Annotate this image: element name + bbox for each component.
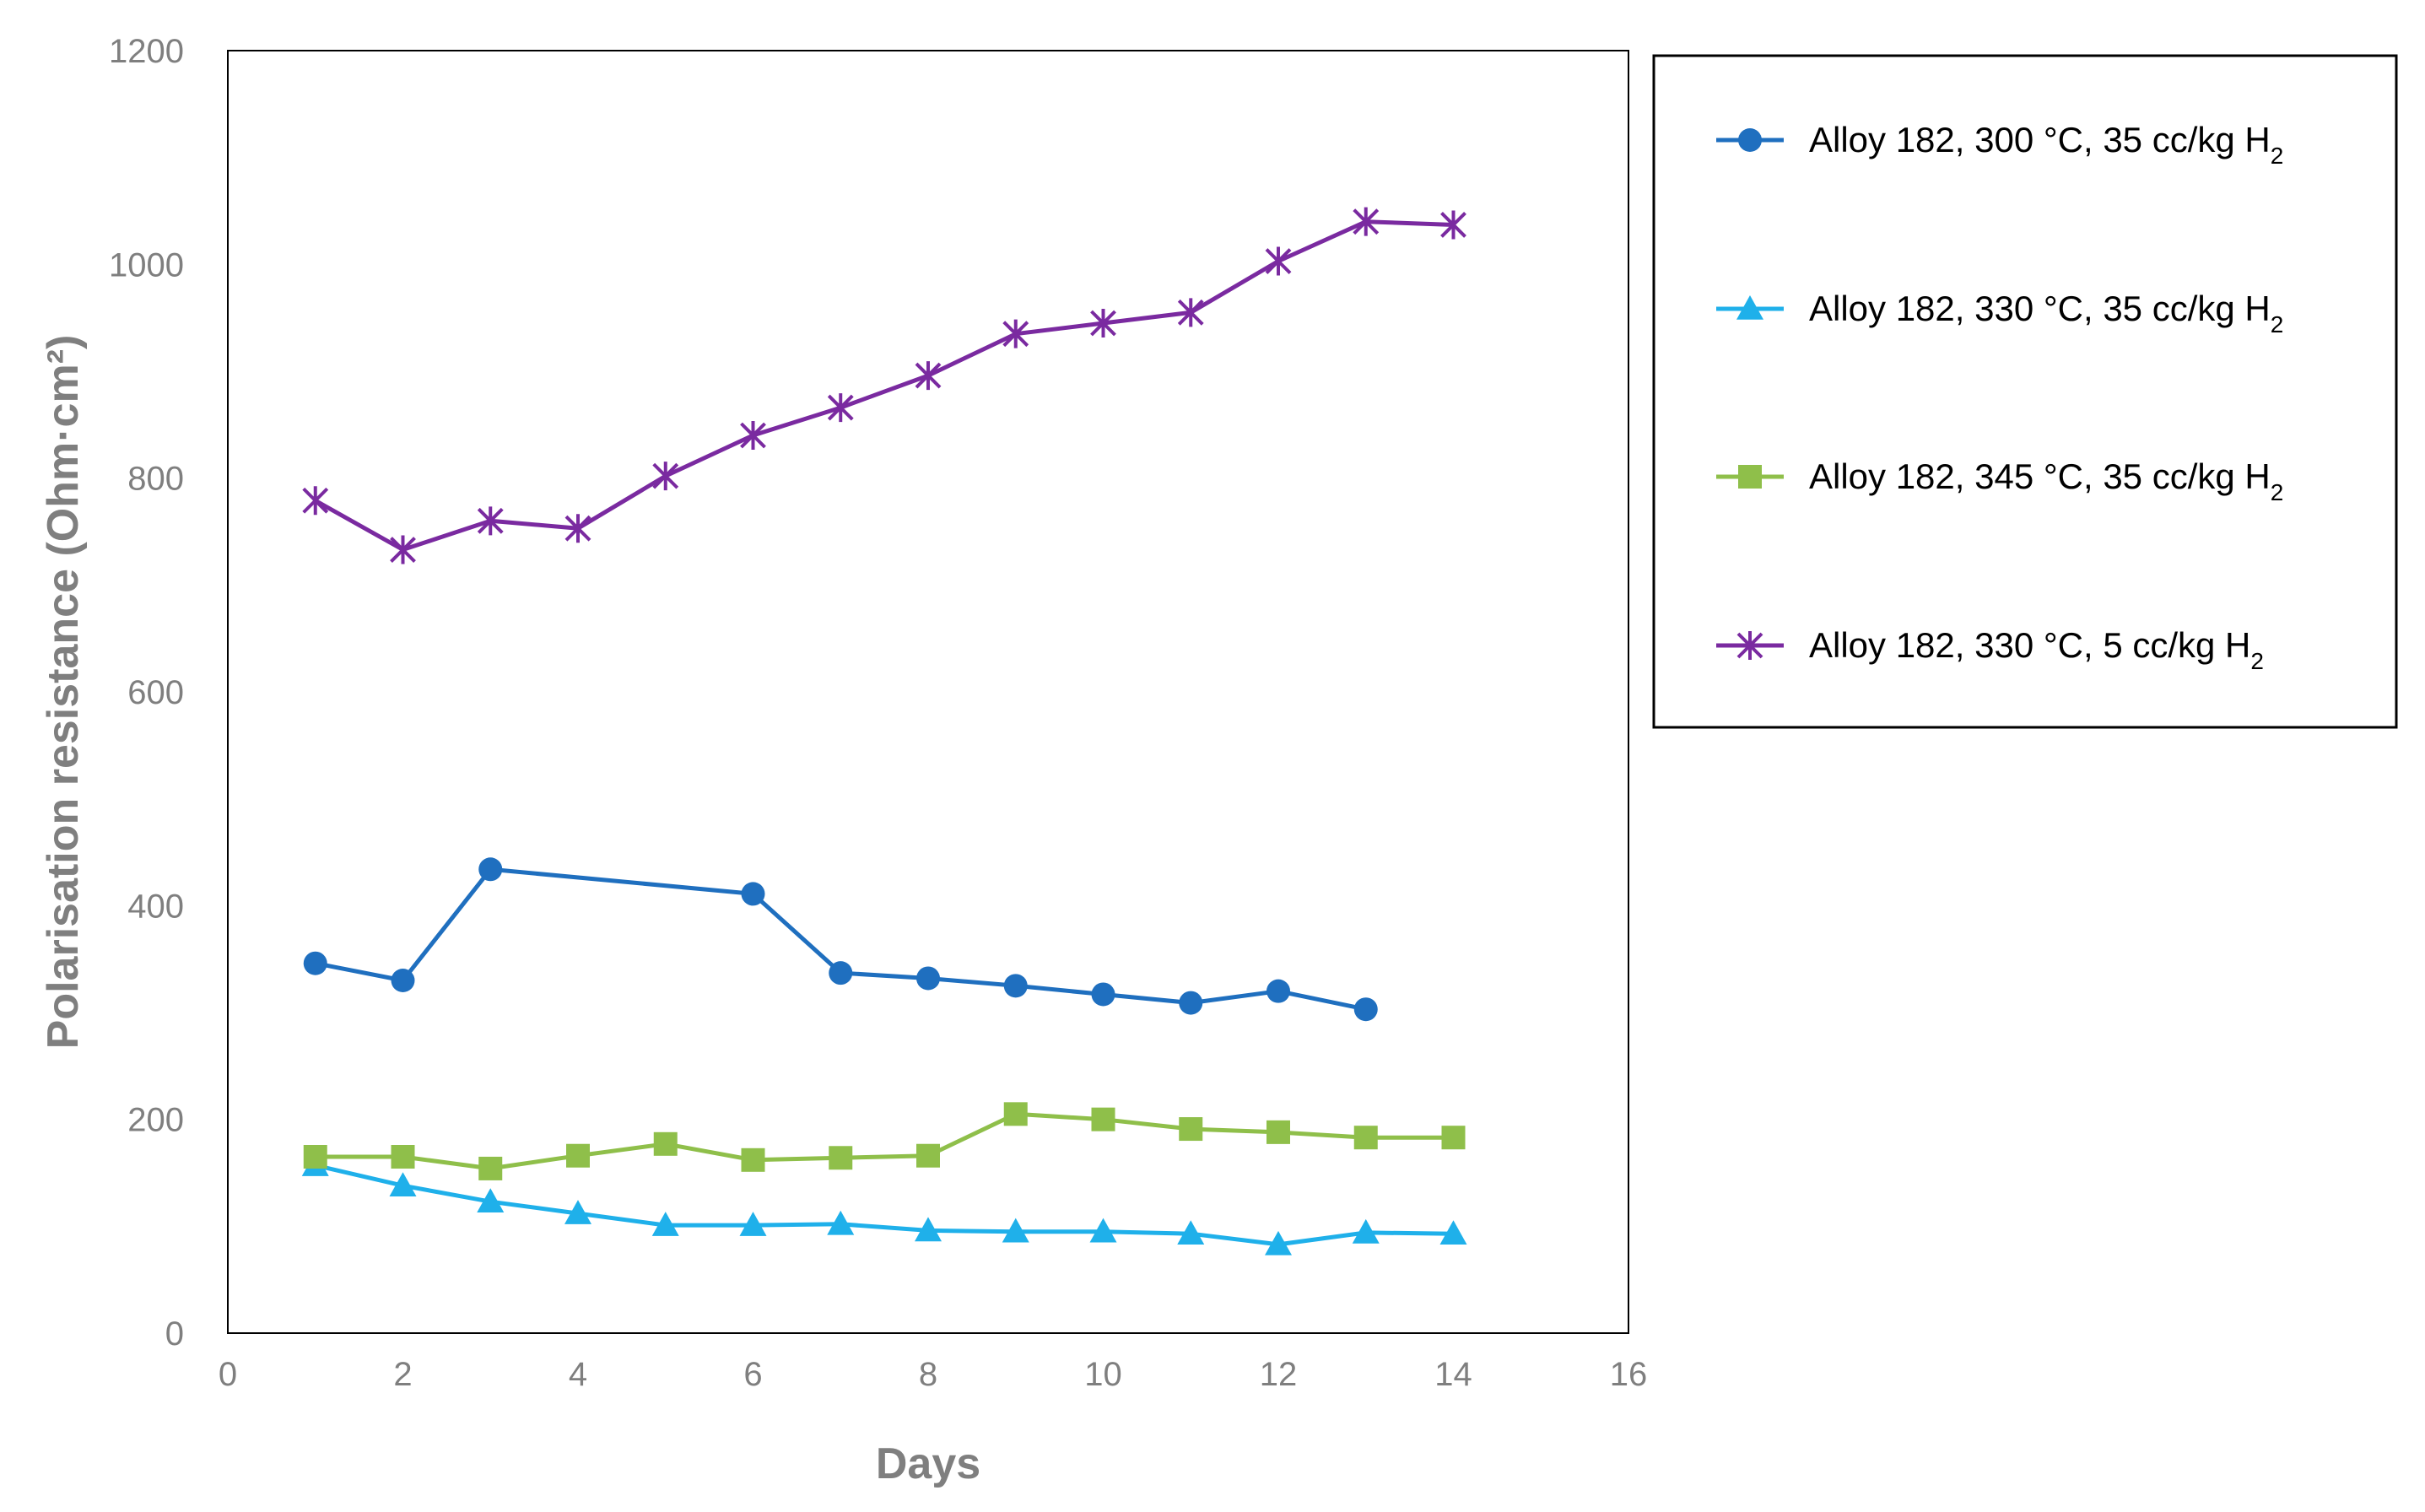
x-tick-label: 12 xyxy=(1260,1356,1298,1393)
series-line xyxy=(315,1163,1454,1247)
data-point xyxy=(915,1217,942,1242)
y-tick-label: 200 xyxy=(127,1102,184,1139)
data-point xyxy=(390,535,416,564)
series-line xyxy=(314,219,1454,552)
data-point xyxy=(1177,298,1204,327)
data-point xyxy=(1267,979,1290,1003)
data-point xyxy=(1091,1107,1115,1131)
data-point xyxy=(564,1200,591,1224)
x-tick-label: 2 xyxy=(393,1356,412,1393)
legend-item: Alloy 182, 300 °C, 35 cc/kg H2 xyxy=(1716,120,2283,169)
legend-label: Alloy 182, 330 °C, 5 cc/kg H2 xyxy=(1809,625,2264,674)
data-point xyxy=(741,1148,765,1172)
data-point xyxy=(827,1210,855,1235)
data-point xyxy=(1439,1220,1467,1245)
data-point xyxy=(1177,1220,1205,1245)
data-point xyxy=(1353,1126,1378,1150)
data-point xyxy=(389,1172,417,1196)
data-point xyxy=(478,1156,503,1180)
data-point xyxy=(829,1146,853,1170)
data-point xyxy=(477,1188,505,1212)
data-point xyxy=(653,1131,678,1156)
legend-label: Alloy 182, 330 °C, 35 cc/kg H2 xyxy=(1809,289,2283,338)
legend-box xyxy=(1652,54,2398,729)
plot-area xyxy=(227,50,1629,1334)
series-square xyxy=(303,1102,1466,1180)
x-tick-label: 14 xyxy=(1434,1356,1472,1393)
x-tick-label: 0 xyxy=(219,1356,237,1393)
legend-marker xyxy=(1738,465,1762,489)
data-point xyxy=(477,506,504,536)
data-point xyxy=(1002,319,1029,348)
data-point xyxy=(302,486,329,516)
data-point xyxy=(916,966,940,991)
data-point xyxy=(1265,1230,1292,1256)
legend-item: Alloy 182, 345 °C, 35 cc/kg H2 xyxy=(1716,456,2283,505)
data-point xyxy=(741,882,765,906)
data-point xyxy=(566,1143,590,1168)
data-point xyxy=(1265,246,1292,276)
x-axis-ticks: 0 2 4 6 8 10 12 14 16 xyxy=(219,1356,1647,1393)
x-axis-title: Days xyxy=(876,1439,980,1488)
data-point xyxy=(829,961,853,986)
data-point xyxy=(1440,210,1466,240)
data-point xyxy=(1003,1102,1028,1126)
data-point xyxy=(1179,991,1203,1015)
series-circle xyxy=(303,857,1378,1022)
data-point xyxy=(1089,1218,1117,1243)
y-tick-label: 1000 xyxy=(109,246,184,284)
y-axis-ticks: 0 200 400 600 800 1000 1200 xyxy=(109,33,184,1353)
data-point xyxy=(391,969,415,992)
data-point xyxy=(1267,1120,1290,1144)
data-point xyxy=(740,421,766,450)
data-point xyxy=(303,1145,327,1169)
x-tick-label: 16 xyxy=(1610,1356,1648,1393)
data-point xyxy=(1353,997,1378,1022)
data-point xyxy=(1002,1218,1029,1243)
data-point xyxy=(651,1212,679,1236)
series-layer xyxy=(301,207,1467,1256)
series-star xyxy=(302,207,1466,564)
data-point xyxy=(303,951,327,975)
data-point xyxy=(564,514,591,543)
y-tick-label: 600 xyxy=(127,674,184,711)
data-point xyxy=(478,857,503,882)
data-point xyxy=(916,1143,940,1168)
data-point xyxy=(1091,982,1115,1007)
y-tick-label: 1200 xyxy=(109,33,184,70)
data-point xyxy=(1441,1126,1466,1150)
legend-item: Alloy 182, 330 °C, 35 cc/kg H2 xyxy=(1716,289,2283,338)
data-point xyxy=(391,1145,415,1169)
x-tick-label: 6 xyxy=(743,1356,762,1393)
data-point xyxy=(1003,974,1028,998)
x-tick-label: 10 xyxy=(1084,1356,1122,1393)
y-axis-title: Polarisation resistance (Ohm·cm²) xyxy=(39,335,88,1050)
series-line xyxy=(315,1111,1454,1171)
y-tick-label: 800 xyxy=(127,461,184,498)
x-tick-label: 8 xyxy=(919,1356,937,1393)
legend-label: Alloy 182, 300 °C, 35 cc/kg H2 xyxy=(1809,120,2283,169)
legend-marker xyxy=(1736,631,1763,660)
data-point xyxy=(1179,1117,1203,1142)
data-point xyxy=(1090,309,1116,338)
legend-item: Alloy 182, 330 °C, 5 cc/kg H2 xyxy=(1716,625,2264,674)
x-tick-label: 4 xyxy=(569,1356,587,1393)
legend-marker xyxy=(1738,128,1762,152)
data-point xyxy=(827,393,854,423)
legend: Alloy 182, 300 °C, 35 cc/kg H2 Alloy 182,… xyxy=(1716,120,2283,674)
data-point xyxy=(652,462,679,491)
y-tick-label: 0 xyxy=(165,1315,184,1353)
data-point xyxy=(1353,207,1380,236)
series-triangle xyxy=(301,1152,1467,1256)
data-point xyxy=(739,1212,767,1236)
legend-label: Alloy 182, 345 °C, 35 cc/kg H2 xyxy=(1809,456,2283,505)
data-point xyxy=(1352,1218,1380,1244)
y-tick-label: 400 xyxy=(127,888,184,925)
legend-marker xyxy=(1736,295,1763,320)
data-point xyxy=(915,361,942,391)
